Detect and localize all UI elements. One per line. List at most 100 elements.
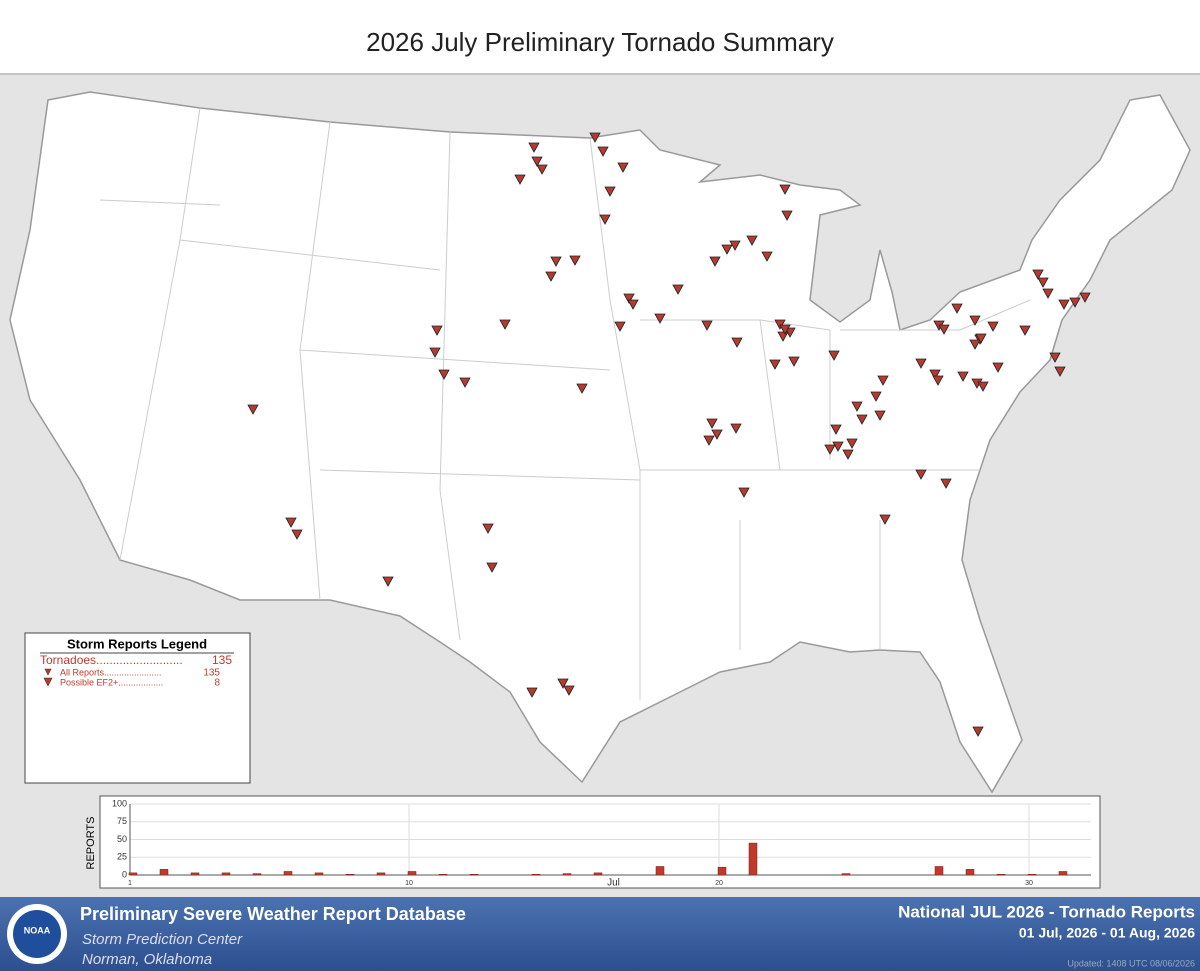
tornado-marker (846, 438, 858, 449)
tornado-marker (531, 156, 543, 167)
tornado-marker (987, 321, 999, 332)
tornado-marker (654, 313, 666, 324)
x-tick-label: 30 (1025, 880, 1033, 887)
x-tick-label: 1 (128, 880, 132, 887)
tornado-marker (285, 517, 297, 528)
tornado-marker (856, 414, 868, 425)
footer-band (0, 897, 1200, 971)
tornado-marker (526, 687, 538, 698)
bar (252, 873, 262, 876)
bar (314, 872, 324, 876)
legend-icon (44, 668, 52, 676)
tornado-marker (459, 377, 471, 388)
tornado-marker (557, 678, 569, 689)
tornado-marker (915, 358, 927, 369)
tornado-marker (627, 299, 639, 310)
tornado-marker (429, 347, 441, 358)
tornado-marker (382, 576, 394, 587)
bar (996, 874, 1006, 876)
tornado-marker (774, 319, 786, 330)
tornado-marker (703, 435, 715, 446)
tornado-marker (729, 240, 741, 251)
bar (128, 872, 138, 876)
bar (407, 871, 417, 876)
bar (283, 871, 293, 876)
tornado-marker (779, 324, 791, 335)
tornado-marker (879, 514, 891, 525)
tornado-marker (569, 255, 581, 266)
tornado-marker (528, 142, 540, 153)
tornado-marker (870, 391, 882, 402)
tornado-marker (932, 375, 944, 386)
x-tick-label: 20 (715, 880, 723, 887)
tornado-marker (779, 184, 791, 195)
tornado-marker (1069, 297, 1081, 308)
tornado-marker (1032, 269, 1044, 280)
tornado-marker (563, 685, 575, 696)
tornado-marker (623, 293, 635, 304)
tornado-marker (536, 164, 548, 175)
tornado-marker (1049, 352, 1061, 363)
tornado-marker (431, 325, 443, 336)
y-tick-label: 75 (117, 816, 127, 826)
y-tick-label: 0 (122, 869, 127, 879)
tornado-marker (706, 418, 718, 429)
tornado-marker (672, 284, 684, 295)
tornado-marker (951, 303, 963, 314)
y-tick-label: 50 (117, 834, 127, 844)
x-tick-label: 10 (405, 880, 413, 887)
tornado-marker (730, 423, 742, 434)
bar (159, 869, 169, 876)
tornado-marker (938, 324, 950, 335)
tornado-marker (777, 331, 789, 342)
title: 2026 July Preliminary Tornado Summary (366, 27, 834, 57)
bar (221, 872, 231, 876)
tornado-marker (701, 320, 713, 331)
tornado-marker (617, 162, 629, 173)
legend-label: Possible EF2+.................. (60, 677, 163, 687)
x-axis-label: Jul (607, 878, 620, 889)
tornado-marker (247, 404, 259, 415)
bar (1027, 874, 1037, 876)
bar (562, 873, 572, 876)
tornado-marker (711, 429, 723, 440)
bar (717, 866, 727, 876)
legend-count: 135 (212, 653, 232, 667)
tornado-marker (614, 321, 626, 332)
tornado-marker (1058, 299, 1070, 310)
tornado-marker (929, 369, 941, 380)
tornado-marker (969, 339, 981, 350)
bar (934, 866, 944, 876)
tornado-marker (830, 424, 842, 435)
tornado-marker (1079, 292, 1091, 303)
tornado-marker (1054, 366, 1066, 377)
bar (531, 874, 541, 876)
tornado-marker (874, 410, 886, 421)
tornado-markers (247, 132, 1091, 737)
tornado-marker (1019, 325, 1031, 336)
tornado-marker (709, 256, 721, 267)
tornado-marker (832, 441, 844, 452)
tornado-marker (482, 523, 494, 534)
tornado-marker (545, 271, 557, 282)
footer-range: 01 Jul, 2026 - 01 Aug, 2026 (1019, 925, 1195, 941)
logo-text: NOAA (24, 925, 51, 935)
y-axis-label: REPORTS (85, 817, 97, 870)
tornado-marker (975, 333, 987, 344)
bar (376, 872, 386, 876)
legend-label: All Reports....................... (60, 667, 162, 677)
tornado-marker (761, 251, 773, 262)
bar (965, 869, 975, 876)
y-tick-label: 100 (112, 798, 127, 808)
legend-title: Storm Reports Legend (67, 636, 207, 651)
tornado-marker (291, 529, 303, 540)
bar (469, 874, 479, 876)
tornado-marker (731, 337, 743, 348)
tornado-marker (499, 319, 511, 330)
bar (593, 872, 603, 876)
tornado-marker (597, 146, 609, 157)
legend-box (24, 632, 251, 784)
bar (190, 872, 200, 876)
